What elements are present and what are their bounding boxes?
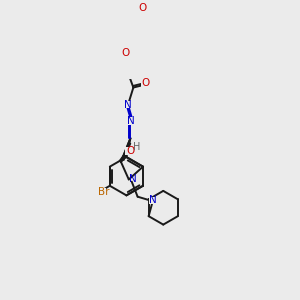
Text: N: N	[149, 195, 157, 206]
Text: N: N	[124, 100, 132, 110]
Bar	[149, 197, 157, 204]
Text: H: H	[133, 142, 140, 152]
Text: O: O	[139, 3, 147, 13]
Bar	[127, 117, 134, 125]
Bar	[124, 101, 131, 109]
Bar	[125, 147, 133, 155]
Text: Br: Br	[98, 187, 110, 197]
Bar	[139, 4, 146, 12]
Bar	[96, 188, 106, 195]
Text: O: O	[141, 78, 149, 88]
Text: N: N	[129, 174, 136, 184]
Bar	[122, 49, 130, 57]
Bar	[142, 80, 149, 87]
Text: O: O	[126, 146, 134, 156]
Text: N: N	[127, 116, 135, 126]
Text: O: O	[122, 48, 130, 58]
